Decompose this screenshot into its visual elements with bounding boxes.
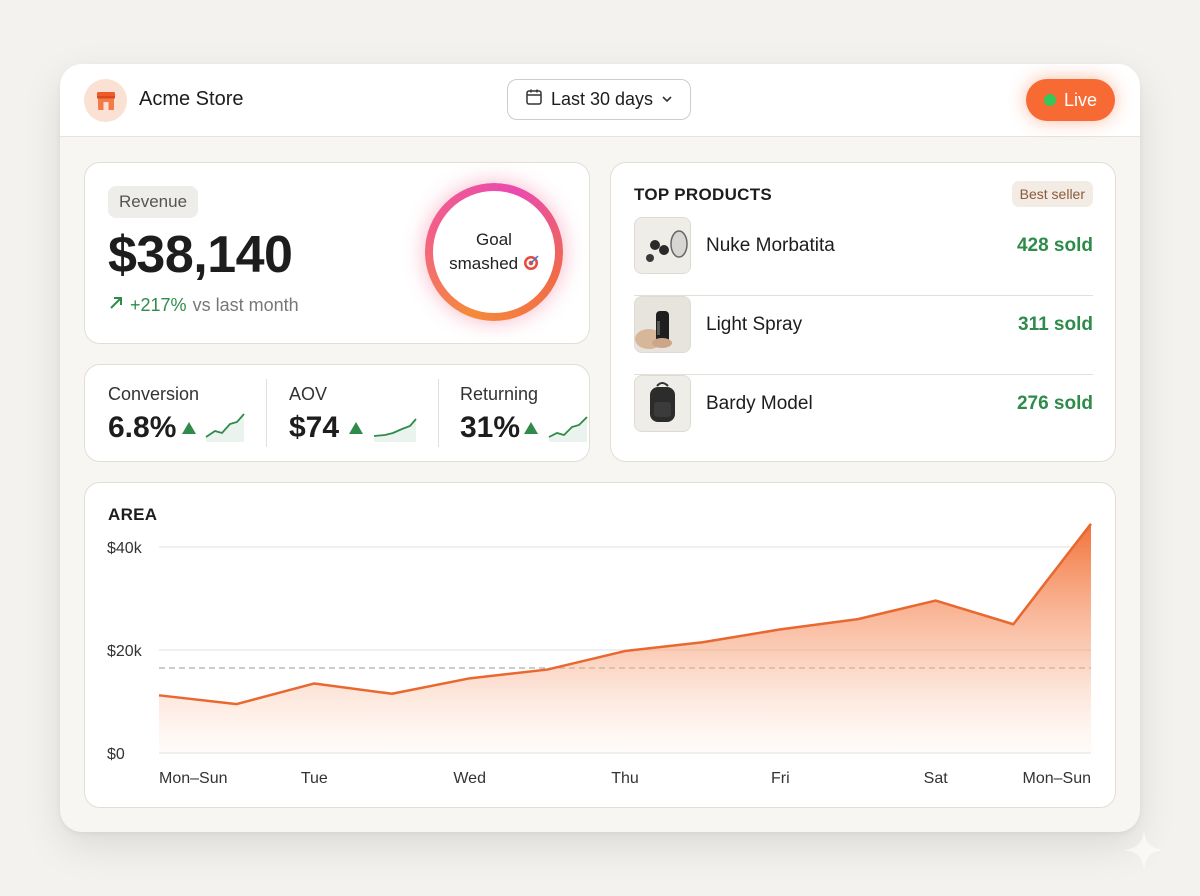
metric-divider: [266, 379, 267, 447]
area-chart-card: AREA $40k $20k $0 Mon–Sun Tue Wed Thu Fri Sat Mon…: [84, 482, 1116, 808]
goal-line1: Goal: [476, 230, 512, 249]
target-icon: [523, 254, 539, 273]
metric-value: $74: [289, 411, 340, 444]
y-tick-label: $0: [107, 746, 125, 763]
x-tick-label: Mon–Sun: [1023, 770, 1092, 787]
live-status-dot: [1043, 94, 1056, 106]
goal-badge: Goal smashed: [433, 191, 555, 313]
product-sold: 276 sold: [1016, 393, 1093, 414]
date-range-label: Last 30 days: [550, 89, 654, 109]
revenue-change-text: vs last month: [192, 295, 299, 315]
date-range-button[interactable]: Last 30 days: [507, 79, 691, 120]
best-seller-badge: Best seller: [1011, 181, 1093, 207]
product-row[interactable]: Bardy Model 276 sold: [634, 375, 1093, 453]
metric-value: 31%: [460, 411, 521, 444]
metric-divider: [438, 379, 439, 447]
trend-up-icon: [524, 422, 538, 434]
x-tick-label: Thu: [611, 770, 639, 787]
goal-line2: smashed: [449, 254, 519, 273]
product-name: Bardy Model: [706, 393, 813, 414]
area-series-fill: [159, 523, 1091, 753]
product-row[interactable]: Nuke Morbatita 428 sold: [634, 217, 1093, 296]
store-name: Acme Store: [139, 88, 244, 110]
metric-returning: Returning 31%: [460, 365, 588, 461]
live-button[interactable]: Live: [1026, 79, 1115, 121]
trend-up-icon: [182, 422, 196, 434]
product-sold: 428 sold: [1016, 235, 1093, 256]
trend-up-icon: [349, 422, 363, 434]
x-tick-label: Wed: [453, 770, 486, 787]
x-tick-label: Mon–Sun: [159, 770, 228, 787]
revenue-value: $38,140: [108, 226, 293, 284]
calendar-icon: [525, 88, 543, 111]
chevron-down-icon: [661, 89, 673, 110]
goal-line2-wrap: smashed: [449, 252, 539, 276]
y-tick-label: $40k: [107, 540, 143, 557]
area-series-line: [158, 523, 1092, 706]
goal-ring: Goal smashed: [425, 183, 563, 321]
arrow-up-right-icon: [108, 295, 124, 316]
sparkle-icon: [1120, 826, 1168, 879]
product-row[interactable]: Light Spray 311 sold: [634, 296, 1093, 375]
x-tick-label: Fri: [771, 770, 790, 787]
metric-label: AOV: [289, 384, 328, 404]
sparkline-icon: [373, 418, 417, 442]
product-thumbnail-earbuds: [634, 217, 691, 274]
top-bar: Acme Store Last 30 days Live: [60, 64, 1140, 137]
x-tick-label: Sat: [924, 770, 949, 787]
dashboard-window: Acme Store Last 30 days Live Revenue $38…: [60, 64, 1140, 832]
area-chart: $40k $20k $0 Mon–Sun Tue Wed Thu Fri Sat Mon–Sun: [107, 523, 1092, 787]
metric-aov: AOV $74: [289, 365, 429, 461]
top-products-card: TOP PRODUCTS Best seller Nuke Morbatita …: [610, 162, 1116, 462]
live-label: Live: [1063, 89, 1098, 110]
product-name: Nuke Morbatita: [706, 235, 835, 256]
metric-value: 6.8%: [108, 411, 177, 444]
y-tick-label: $20k: [107, 643, 143, 660]
revenue-card: Revenue $38,140 +217% vs last month Goal…: [84, 162, 590, 344]
product-sold: 311 sold: [1018, 314, 1093, 335]
x-tick-label: Tue: [301, 770, 328, 787]
revenue-change-pct: +217%: [130, 295, 187, 315]
metric-label: Conversion: [108, 384, 200, 404]
product-name: Light Spray: [706, 314, 803, 335]
sparkline-icon: [205, 413, 245, 442]
revenue-change: +217% vs last month: [108, 295, 299, 316]
metrics-card: Conversion 6.8% AOV $74 Returning 31%: [84, 364, 590, 462]
chart-title: AREA: [108, 505, 158, 524]
product-thumbnail-spray: [634, 296, 691, 353]
revenue-label: Revenue: [108, 186, 199, 218]
metric-label: Returning: [460, 384, 539, 404]
top-products-title: TOP PRODUCTS: [634, 185, 773, 204]
metric-conversion: Conversion 6.8%: [108, 365, 258, 461]
storefront-icon: [84, 79, 127, 122]
product-thumbnail-backpack: [634, 375, 691, 432]
sparkline-icon: [548, 416, 588, 442]
